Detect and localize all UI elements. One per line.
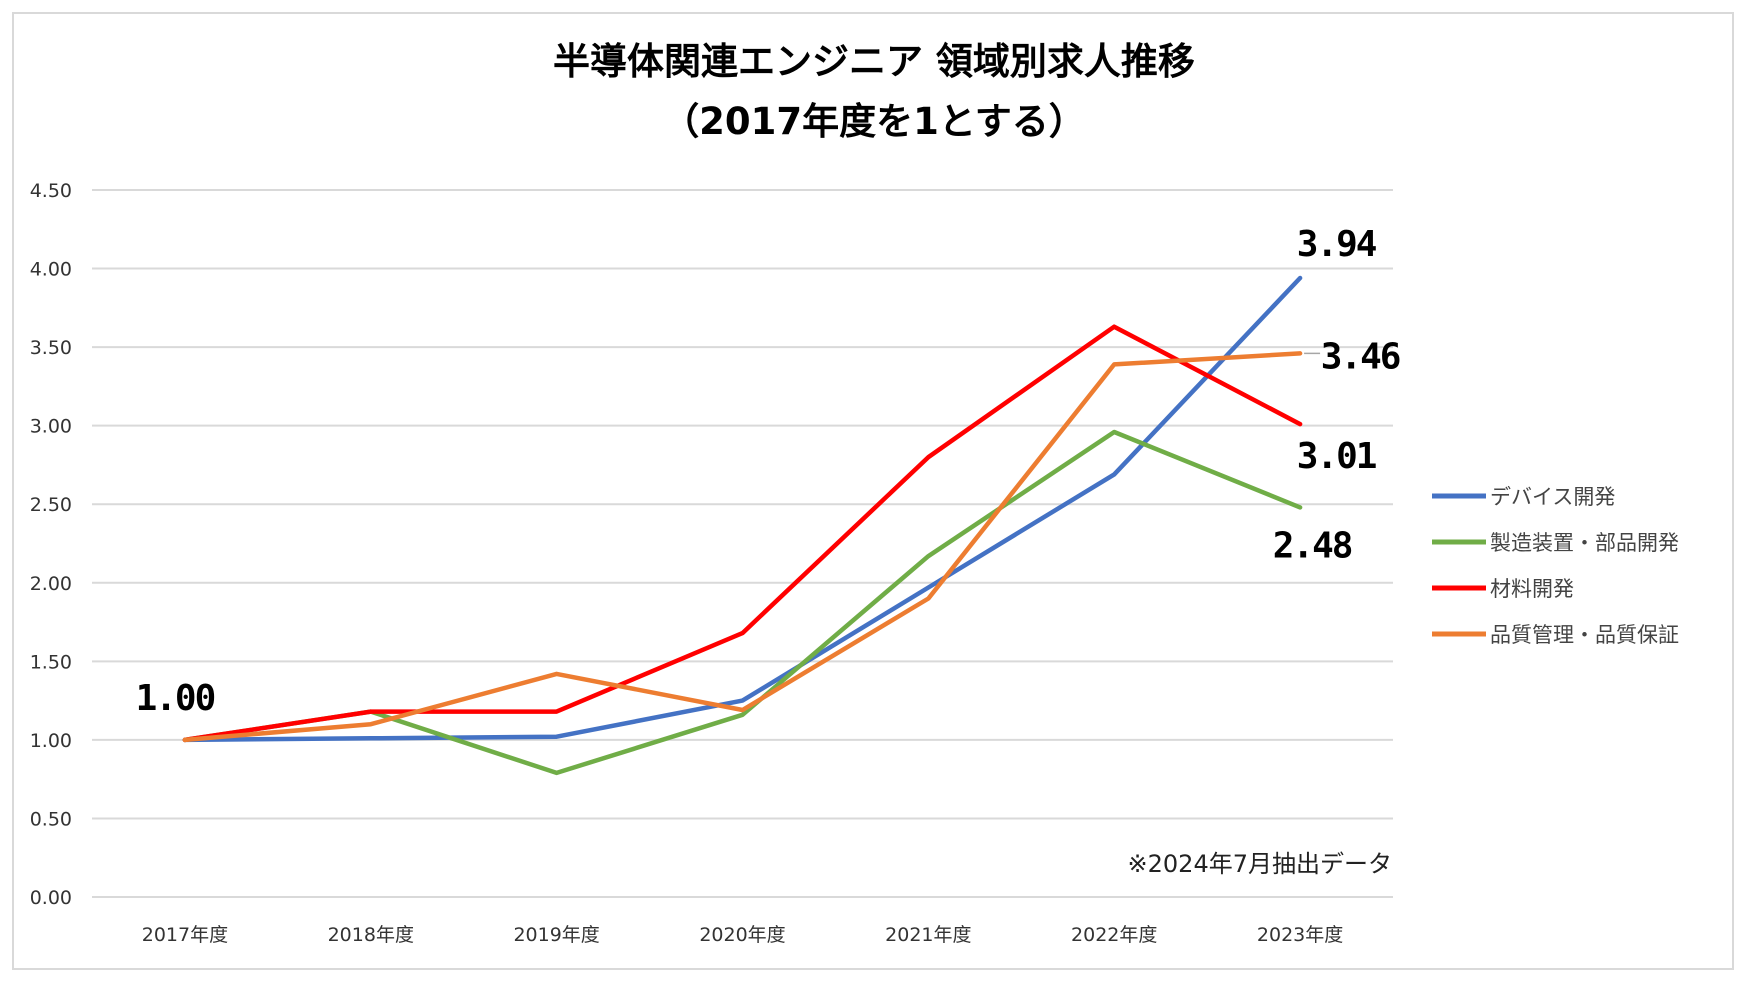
chart-subtitle: （2017年度を1とする） [662,100,1086,143]
x-tick-label: 2020年度 [699,924,785,946]
x-tick-label: 2019年度 [513,924,599,946]
x-tick-label: 2017年度 [142,924,228,946]
y-tick-label: 0.00 [30,887,72,909]
x-tick-label: 2021年度 [885,924,971,946]
series-line-1 [182,275,1303,743]
y-tick-label: 2.50 [30,494,72,516]
chart-title: 半導体関連エンジニア 領域別求人推移 [553,40,1195,83]
series-line-3 [182,324,1303,743]
legend-label: 品質管理・品質保証 [1490,623,1679,647]
chart-frame [12,12,1734,970]
series-line-4 [182,351,1303,743]
y-tick-label: 2.00 [30,573,72,595]
y-tick-label: 3.00 [30,416,72,438]
y-tick-label: 1.50 [30,651,72,673]
y-tick-label: 1.00 [30,730,72,752]
source-annotation: ※2024年7月抽出データ [1128,850,1392,878]
data-label: 3.01 [1297,436,1376,477]
legend-label: 材料開発 [1490,577,1574,601]
x-tick-label: 2023年度 [1257,924,1343,946]
data-label: 1.00 [136,678,215,719]
x-tick-label: 2022年度 [1071,924,1157,946]
legend-label: 製造装置・部品開発 [1490,531,1679,555]
data-label: 3.94 [1297,224,1377,265]
y-tick-label: 4.50 [30,180,72,202]
x-tick-label: 2018年度 [328,924,414,946]
data-label: 3.46 [1321,336,1400,377]
y-tick-label: 3.50 [30,337,72,359]
y-tick-label: 0.50 [30,808,72,830]
y-tick-label: 4.00 [30,259,72,281]
chart-title-block: 半導体関連エンジニア 領域別求人推移 （2017年度を1とする） [0,32,1748,152]
series-line-2 [182,429,1303,776]
legend-label: デバイス開発 [1490,485,1615,509]
data-label: 2.48 [1273,525,1352,566]
